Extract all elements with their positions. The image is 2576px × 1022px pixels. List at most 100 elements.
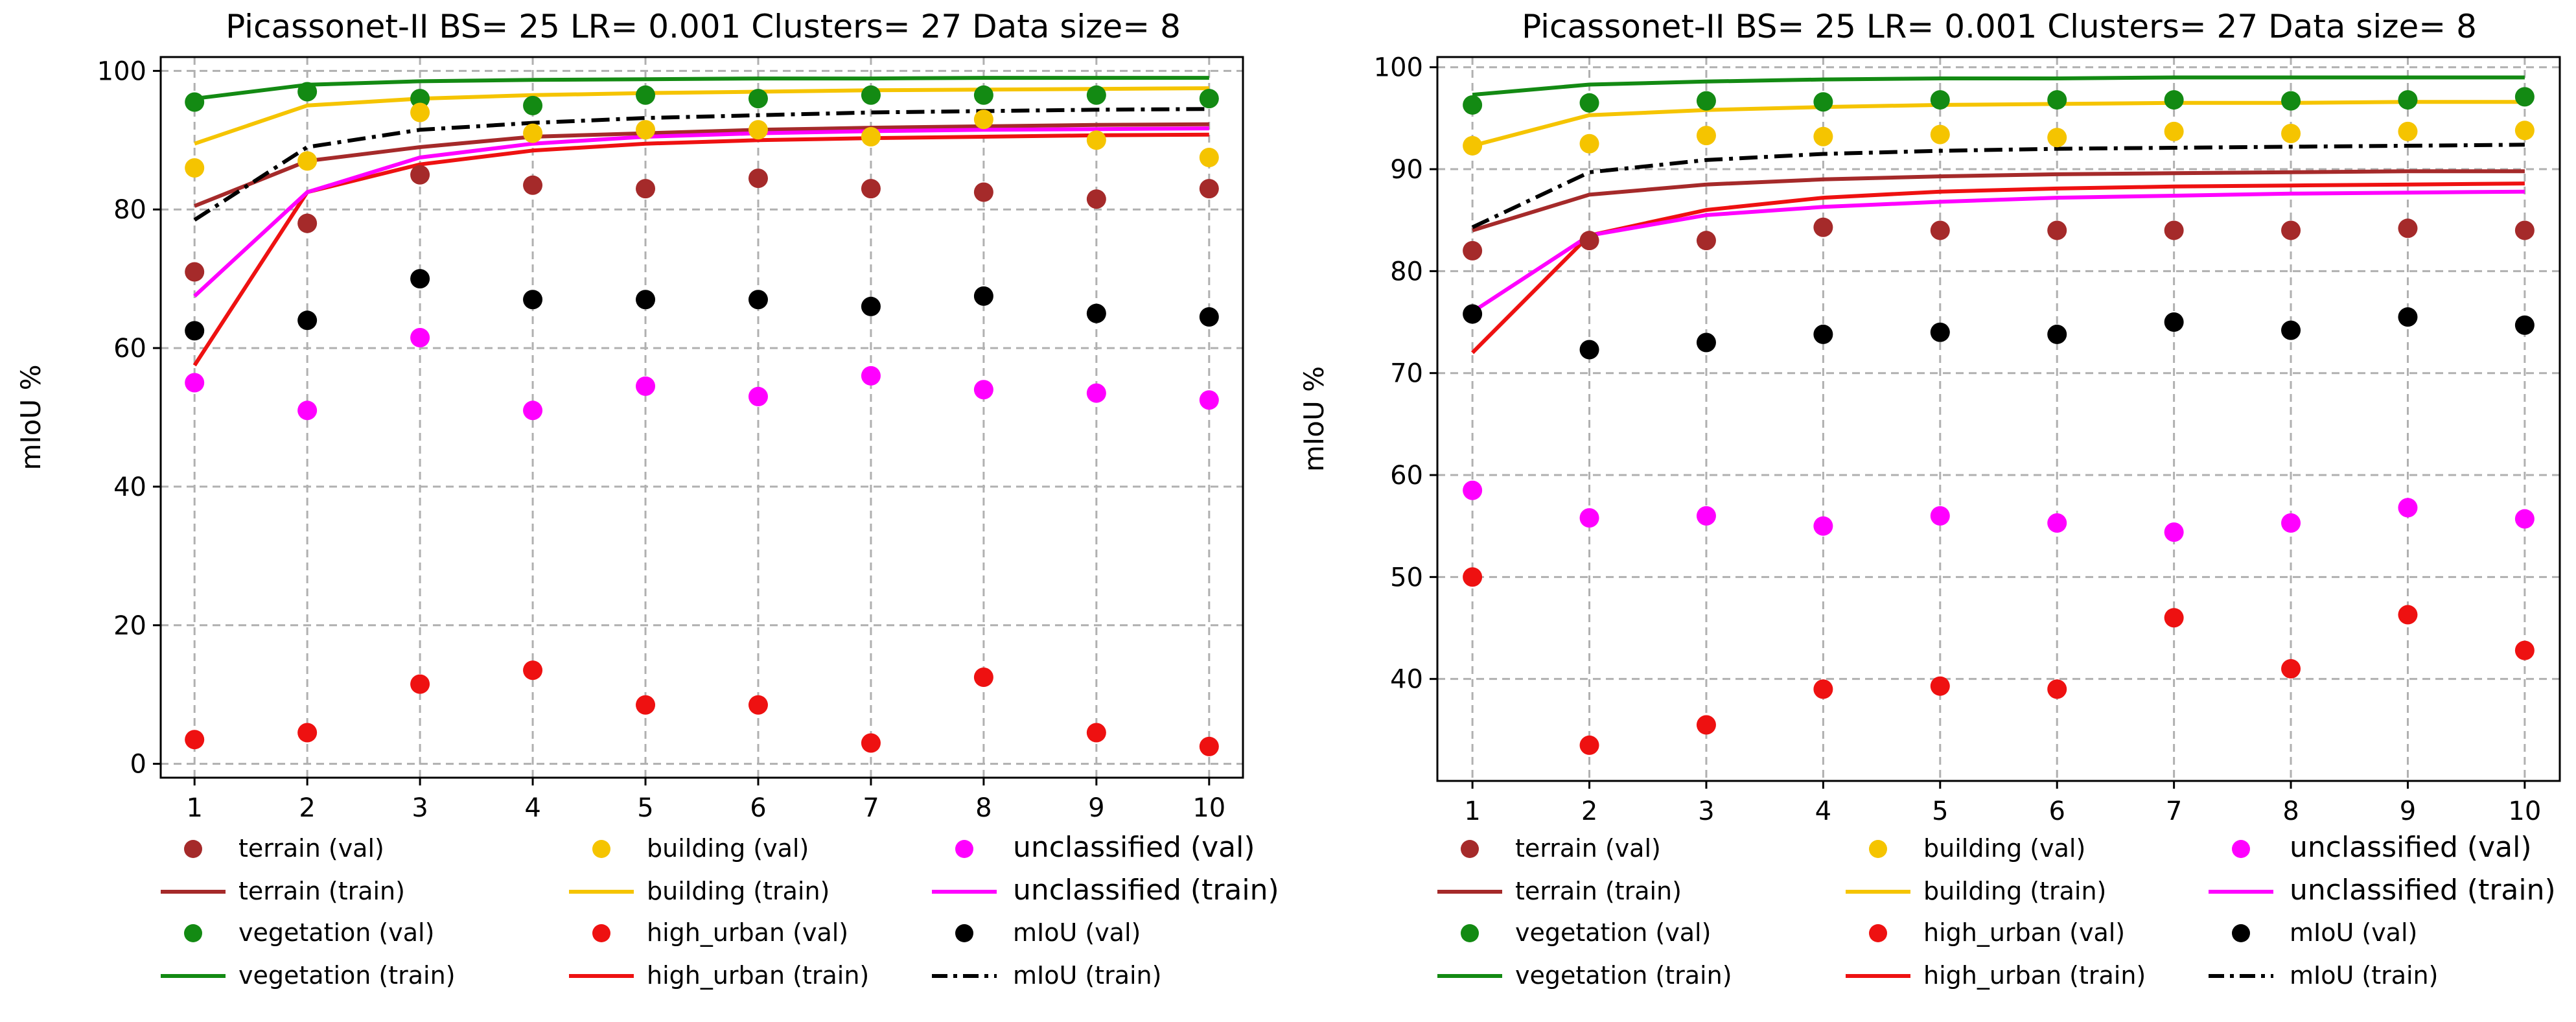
data-point-high-urban-val — [973, 667, 993, 687]
data-point-building-val — [2281, 123, 2301, 143]
y-tick-label: 60 — [113, 334, 146, 364]
data-point-miou-val — [636, 290, 656, 310]
data-point-vegetation-val — [636, 85, 656, 105]
x-tick-label: 3 — [412, 793, 428, 823]
data-point-unclassified-val — [2398, 498, 2418, 518]
legend-marker-miou-val — [2232, 924, 2250, 942]
data-point-high-urban-val — [410, 674, 430, 694]
data-point-building-val — [1463, 135, 1483, 156]
data-point-unclassified-val — [185, 373, 205, 393]
data-point-unclassified-val — [2281, 513, 2301, 533]
legend-marker-terrain-val — [184, 840, 202, 858]
legend-label-building-val: building (val) — [1923, 834, 2085, 863]
x-tick-label: 4 — [1815, 796, 1831, 826]
series-line-terrain-train — [1472, 169, 2525, 233]
x-tick-label: 1 — [186, 793, 202, 823]
y-axis-label: mIoU % — [15, 365, 47, 470]
x-tick-label: 5 — [637, 793, 653, 823]
legend-label-vegetation-train: vegetation (train) — [1515, 961, 1732, 990]
series-line-building-train — [1472, 100, 2525, 148]
data-point-high-urban-val — [748, 695, 768, 715]
data-point-miou-val — [2047, 324, 2067, 344]
grid — [1437, 57, 2560, 781]
data-point-unclassified-val — [861, 366, 881, 386]
legend-marker-terrain-val — [1461, 840, 1479, 858]
data-point-unclassified-val — [523, 401, 543, 421]
data-point-high-urban-val — [2047, 679, 2067, 699]
data-point-miou-val — [185, 321, 205, 341]
data-point-building-val — [636, 120, 656, 140]
data-point-miou-val — [1813, 324, 1833, 344]
y-tick-label: 40 — [113, 472, 146, 502]
data-point-unclassified-val — [2514, 509, 2535, 529]
legend: terrain (val) terrain (train) vegetation (… — [1437, 831, 2556, 990]
data-point-high-urban-val — [2514, 640, 2535, 660]
x-tick-label: 10 — [1192, 793, 1225, 823]
x-tick-label: 8 — [2282, 796, 2299, 826]
series-line-miou-train — [193, 107, 1209, 222]
series-line-high-urban-train — [1470, 181, 2525, 354]
data-point-miou-val — [1086, 303, 1106, 323]
legend-label-terrain-train: terrain (train) — [1515, 877, 1682, 905]
data-point-building-val — [1199, 148, 1219, 168]
data-point-building-val — [1930, 124, 1950, 145]
x-tick-label: 3 — [1698, 796, 1714, 826]
series-line-unclassified-train — [193, 126, 1209, 298]
y-tick-label: 50 — [1390, 563, 1423, 592]
legend-label-miou-train: mIoU (train) — [2290, 961, 2438, 990]
legend-label-miou-val: mIoU (val) — [1013, 918, 1141, 947]
y-tick-label: 100 — [97, 56, 146, 86]
series-line-vegetation-train — [194, 76, 1209, 101]
data-point-unclassified-val — [748, 386, 768, 406]
data-point-terrain-val — [2514, 220, 2535, 240]
data-point-vegetation-val — [1086, 85, 1106, 105]
x-tick-label: 6 — [750, 793, 766, 823]
data-point-building-val — [2514, 121, 2535, 141]
data-point-building-val — [1696, 126, 1716, 146]
data-point-vegetation-val — [861, 85, 881, 105]
data-point-vegetation-val — [523, 95, 543, 115]
data-point-vegetation-val — [1463, 95, 1483, 115]
data-point-terrain-val — [1813, 217, 1833, 237]
data-point-vegetation-val — [2047, 90, 2067, 110]
legend-marker-vegetation-val — [1461, 924, 1479, 942]
plot-frame — [1436, 56, 2561, 782]
y-tick-label: 90 — [1390, 155, 1423, 185]
legend-label-terrain-train: terrain (train) — [238, 877, 405, 905]
data-point-miou-val — [297, 310, 318, 331]
data-point-vegetation-val — [748, 89, 768, 109]
data-point-miou-val — [1696, 332, 1716, 353]
legend-label-building-train: building (train) — [647, 877, 830, 905]
chart-title: Picassonet-II BS= 25 LR= 0.001 Clusters=… — [1522, 8, 2477, 45]
data-point-terrain-val — [410, 165, 430, 185]
legend-label-unclassified-val: unclassified (val) — [2290, 831, 2531, 864]
data-point-terrain-val — [1086, 189, 1106, 209]
legend-label-terrain-val: terrain (val) — [1515, 834, 1661, 863]
data-point-high-urban-val — [2281, 658, 2301, 679]
data-point-building-val — [2398, 121, 2418, 141]
chart-panel-right: Picassonet-II BS= 25 LR= 0.001 Clusters=… — [1298, 8, 2561, 990]
legend-label-high-urban-val: high_urban (val) — [647, 918, 848, 947]
series-line-high-urban-train — [192, 132, 1209, 367]
data-point-terrain-val — [1930, 220, 1950, 240]
data-point-vegetation-val — [2281, 91, 2301, 111]
chart-title: Picassonet-II BS= 25 LR= 0.001 Clusters=… — [226, 8, 1181, 45]
y-tick-label: 0 — [130, 750, 146, 780]
data-point-unclassified-val — [636, 376, 656, 396]
data-point-building-val — [2164, 121, 2184, 141]
grid — [161, 57, 1243, 778]
data-point-building-val — [1579, 134, 1599, 154]
data-point-unclassified-val — [1579, 508, 1599, 528]
data-point-building-val — [973, 110, 993, 130]
data-point-building-val — [748, 120, 768, 140]
data-point-miou-val — [2281, 320, 2301, 340]
legend-label-miou-val: mIoU (val) — [2290, 918, 2417, 947]
legend-label-high-urban-train: high_urban (train) — [1923, 961, 2146, 990]
data-point-unclassified-val — [2047, 513, 2067, 533]
series-line-terrain-train — [194, 122, 1209, 208]
data-point-unclassified-val — [1463, 480, 1483, 500]
y-tick-label: 70 — [1390, 359, 1423, 389]
data-point-miou-val — [1199, 307, 1219, 327]
data-point-unclassified-val — [297, 401, 318, 421]
